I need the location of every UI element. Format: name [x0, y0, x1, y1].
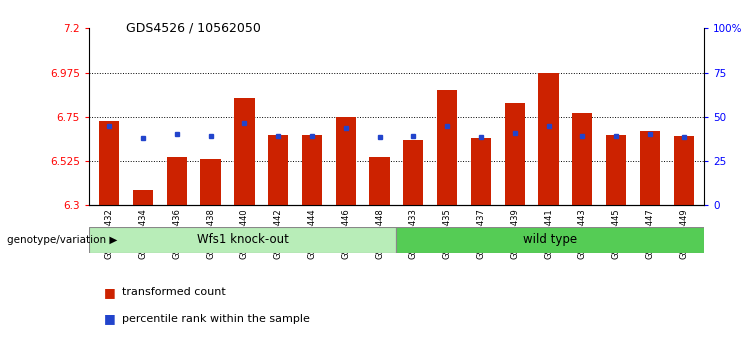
Text: GDS4526 / 10562050: GDS4526 / 10562050	[126, 21, 261, 34]
Text: ■: ■	[104, 286, 116, 298]
Bar	[99, 121, 119, 205]
Bar	[471, 138, 491, 205]
Bar	[606, 135, 626, 205]
Bar	[505, 103, 525, 205]
Bar	[539, 73, 559, 205]
Text: transformed count: transformed count	[122, 287, 226, 297]
Bar	[200, 159, 221, 205]
Text: genotype/variation ▶: genotype/variation ▶	[7, 235, 118, 245]
Bar	[302, 135, 322, 205]
Bar	[336, 117, 356, 205]
Bar	[234, 98, 254, 205]
Text: ■: ■	[104, 312, 116, 325]
Text: percentile rank within the sample: percentile rank within the sample	[122, 314, 310, 324]
Bar	[403, 141, 423, 205]
Bar	[268, 135, 288, 205]
Bar	[396, 227, 704, 253]
Bar	[437, 90, 457, 205]
Bar	[167, 157, 187, 205]
Bar	[133, 190, 153, 205]
Bar	[370, 157, 390, 205]
Bar	[572, 113, 593, 205]
Text: wild type: wild type	[523, 233, 577, 246]
Text: Wfs1 knock-out: Wfs1 knock-out	[197, 233, 288, 246]
Bar	[674, 136, 694, 205]
Bar	[639, 131, 660, 205]
Bar	[89, 227, 396, 253]
